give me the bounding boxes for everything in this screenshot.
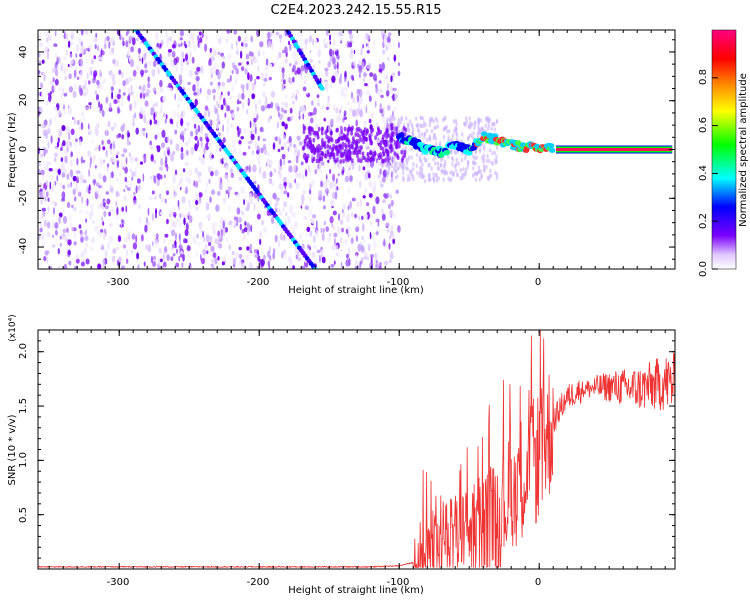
colorbar-tick-label-4: 0.8 xyxy=(698,69,709,85)
snr-panel: -300 -200 -100 0 Height of straight line… xyxy=(7,314,676,596)
heatmap-ylabel: Frequency (Hz) xyxy=(7,112,18,188)
snr-ylabel: SNR (10 * v/v) xyxy=(7,414,18,485)
heatmap-panel: -300 -200 -100 0 Height of straight line… xyxy=(7,29,676,296)
snr-xlabel: Height of straight line (km) xyxy=(288,585,424,596)
snr-frame xyxy=(37,329,676,570)
heatmap-marks xyxy=(38,30,673,269)
heatmap-xlabel: Height of straight line (km) xyxy=(288,285,424,296)
colorbar-tick-label-2: 0.4 xyxy=(698,165,709,181)
heatmap-xtick-label-0: -300 xyxy=(107,277,130,288)
wobbly-signal xyxy=(396,131,556,158)
colorbar-tick-label-0: 0.0 xyxy=(698,261,709,277)
heatmap-ytick-label-2: 0 xyxy=(18,146,29,152)
snr-ytick-label-3: 2.0 xyxy=(18,343,29,359)
snr-xtick-label-3: 0 xyxy=(535,577,541,588)
heatmap-xtick-label-3: 0 xyxy=(535,277,541,288)
colorbar-tick-label-1: 0.2 xyxy=(698,213,709,229)
colorbar: 0.0 0.2 0.4 0.6 0.8 Normalized spectral … xyxy=(698,29,749,277)
snr-ytick-label-1: 1.0 xyxy=(18,452,29,468)
zero-band xyxy=(301,125,408,164)
snr-marks xyxy=(38,330,675,569)
page-title: C2E4.2023.242.15.55.R15 xyxy=(270,3,441,18)
snr-ytick-label-2: 1.5 xyxy=(18,398,29,414)
snr-xtick-label-1: -200 xyxy=(247,577,270,588)
steady-line-core xyxy=(556,148,673,151)
diagonal-track-b xyxy=(284,30,325,91)
heatmap-ticks xyxy=(38,30,675,269)
heatmap-ytick-label-4: -40 xyxy=(18,238,29,254)
snr-ytick-label-0: 0.5 xyxy=(18,507,29,523)
heatmap-xtick-label-2: -100 xyxy=(387,277,410,288)
heatmap-ytick-label-1: 20 xyxy=(18,94,29,107)
colorbar-ticks xyxy=(712,77,718,270)
colorbar-gradient xyxy=(711,29,737,270)
colorbar-label: Normalized spectral amplitude xyxy=(738,73,749,227)
snr-multiplier: (x10⁴) xyxy=(8,314,18,341)
colorbar-tick-label-3: 0.6 xyxy=(698,117,709,133)
noise-speckles xyxy=(38,30,401,269)
heatmap-ytick-label-3: -20 xyxy=(18,190,29,206)
snr-series-line xyxy=(38,330,675,569)
snr-ticks xyxy=(38,330,675,569)
snr-xtick-label-0: -300 xyxy=(107,577,130,588)
snr-xtick-label-2: -100 xyxy=(387,577,410,588)
heatmap-xtick-label-1: -200 xyxy=(247,277,270,288)
heatmap-ytick-label-0: 40 xyxy=(18,46,29,59)
diagonal-track-a xyxy=(133,30,318,269)
